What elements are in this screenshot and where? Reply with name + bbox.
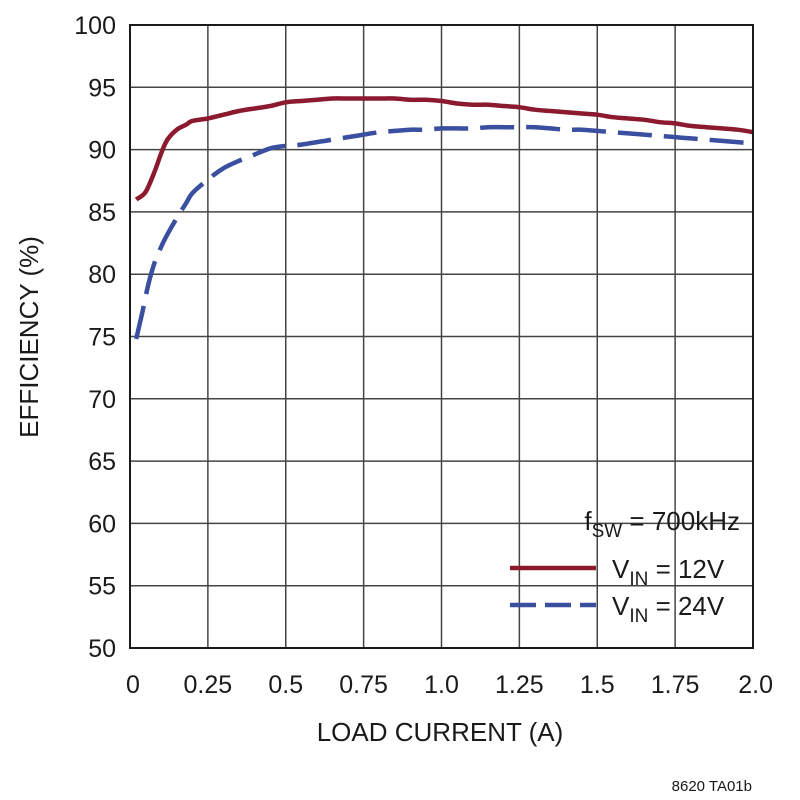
y-tick-label: 50 bbox=[88, 635, 116, 663]
y-tick-label: 80 bbox=[88, 261, 116, 289]
y-axis-title: EFFICIENCY (%) bbox=[14, 236, 44, 438]
legend: fSW = 700kHz VIN = 12V VIN = 24V bbox=[510, 506, 740, 627]
y-tick-labels: 50 55 60 65 70 75 80 85 90 95 100 bbox=[74, 12, 116, 663]
y-tick-label: 70 bbox=[88, 386, 116, 414]
x-tick-label: 0 bbox=[126, 671, 140, 699]
y-tick-label: 60 bbox=[88, 510, 116, 538]
x-tick-label: 1.5 bbox=[580, 671, 615, 699]
y-tick-label: 85 bbox=[88, 199, 116, 227]
y-tick-label: 95 bbox=[88, 74, 116, 102]
legend-label-vin-12v: VIN = 12V bbox=[612, 554, 725, 590]
x-tick-label: 0.5 bbox=[268, 671, 303, 699]
y-tick-label: 55 bbox=[88, 573, 116, 601]
y-tick-label: 75 bbox=[88, 324, 116, 352]
y-tick-label: 100 bbox=[74, 12, 116, 40]
x-tick-label: 0.25 bbox=[184, 671, 233, 699]
x-tick-labels: 0 0.25 0.5 0.75 1.0 1.25 1.5 1.75 2.0 bbox=[126, 671, 773, 699]
x-tick-label: 2.0 bbox=[738, 671, 773, 699]
legend-label-vin-24v: VIN = 24V bbox=[612, 591, 725, 627]
x-tick-label: 1.0 bbox=[424, 671, 459, 699]
figure-code: 8620 TA01b bbox=[672, 778, 752, 795]
series-line-vin-12v bbox=[134, 96, 754, 202]
x-tick-label: 0.75 bbox=[339, 671, 388, 699]
switching-frequency-annotation: fSW = 700kHz bbox=[584, 506, 740, 542]
y-tick-label: 90 bbox=[88, 137, 116, 165]
x-tick-label: 1.25 bbox=[495, 671, 544, 699]
series-line-vin-24v bbox=[134, 124, 754, 340]
y-tick-label: 65 bbox=[88, 448, 116, 476]
series-layer bbox=[134, 96, 754, 340]
x-axis-title: LOAD CURRENT (A) bbox=[317, 717, 564, 747]
x-tick-label: 1.75 bbox=[651, 671, 700, 699]
plot-frame bbox=[129, 24, 754, 649]
